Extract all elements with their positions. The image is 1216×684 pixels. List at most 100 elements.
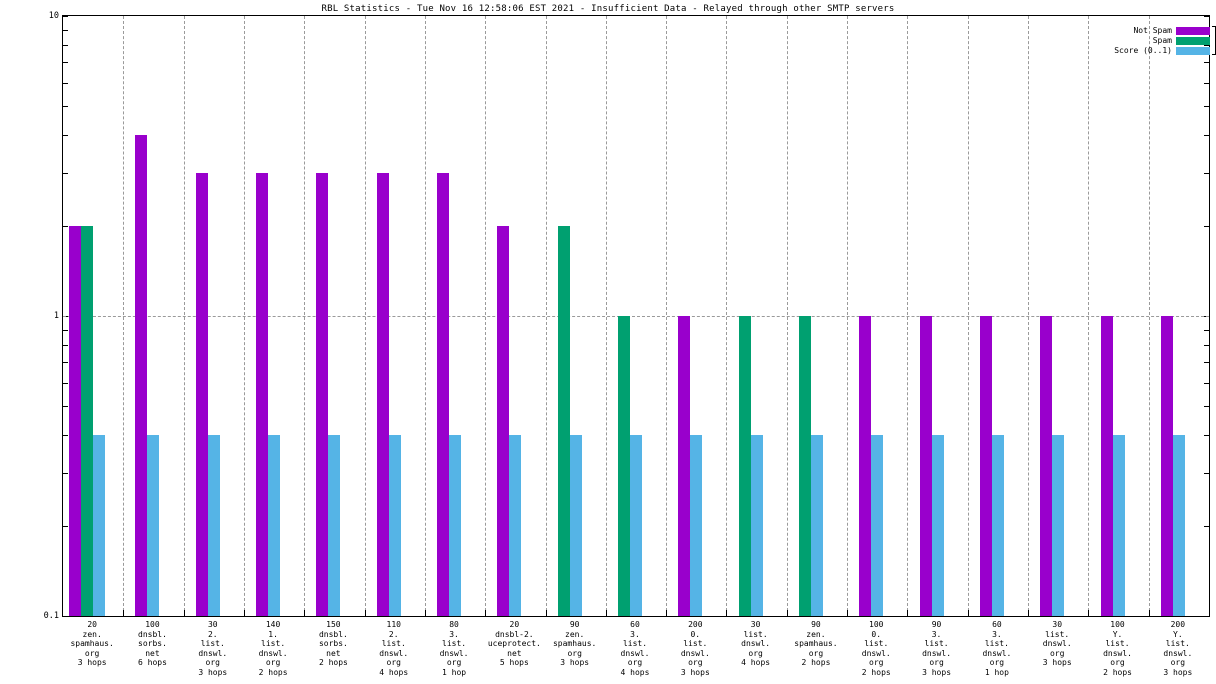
x-axis-label: 100 0. list. dnswl. org 2 hops <box>846 620 906 678</box>
x-axis-label-line: 6 hops <box>138 658 167 668</box>
x-axis-label-line: uceprotect. <box>487 639 541 649</box>
x-axis-label-line: dnsbl. <box>138 629 167 639</box>
gridline-x <box>907 16 909 616</box>
legend-item[interactable]: Spam <box>1153 36 1210 45</box>
y-tick <box>63 329 68 331</box>
x-axis-label-line: list. <box>683 639 708 649</box>
x-axis-label-line: list. <box>261 639 286 649</box>
y-tick <box>63 616 71 617</box>
x-axis-label-line: 100 <box>1110 620 1125 629</box>
x-axis-label: 200 Y. list. dnswl. org 3 hops <box>1148 620 1208 678</box>
x-axis-label-line: list. <box>622 639 648 649</box>
bar-notspam <box>195 172 208 616</box>
x-axis-label-line: 80 <box>449 620 459 629</box>
y-tick-right <box>1204 172 1209 174</box>
x-axis-label-line: dnswl. <box>1103 648 1132 658</box>
bar-group <box>184 16 244 616</box>
x-axis-label-line: 100 <box>145 620 160 629</box>
x-axis-labels: 20 zen. spamhaus. org 3 hops 100 dnsbl. sorbs. n… <box>62 620 1210 684</box>
x-axis-label-line: 30 <box>750 620 761 629</box>
x-axis-label-line: 30 <box>207 620 218 629</box>
x-axis-label-line: org <box>386 658 401 668</box>
x-axis-label-line: list. <box>743 629 768 639</box>
x-axis-label-line: 3. <box>449 629 459 639</box>
x-axis-label-line: 2 hops <box>861 667 891 677</box>
bar-group <box>244 16 304 616</box>
x-axis-label-line: 1 hop <box>442 667 467 677</box>
x-axis-label-line: 100 <box>869 620 884 629</box>
x-axis-label-line: 3 hops <box>680 667 710 677</box>
x-axis-label-line: list. <box>984 639 1009 649</box>
x-axis-label-line: org <box>869 658 884 668</box>
x-axis-label-line: list. <box>1045 629 1070 639</box>
x-axis-label-line: 3 hops <box>1042 658 1072 668</box>
bar-notspam <box>859 316 872 616</box>
bar-group <box>63 16 123 616</box>
x-axis-label-line: 3. <box>630 629 640 639</box>
x-axis-label-line: org <box>989 658 1005 668</box>
y-tick <box>63 435 68 437</box>
x-axis-label: 80 3. list. dnswl. org 1 hop <box>424 620 484 678</box>
x-axis-label-line: dnswl. <box>741 639 771 649</box>
bar-score <box>1112 435 1125 616</box>
bar-notspam <box>316 172 329 616</box>
bar-group <box>1028 16 1088 616</box>
gridline-x <box>364 16 366 616</box>
y-tick-right <box>1204 406 1209 408</box>
bar-spam <box>557 225 570 616</box>
x-tick <box>1148 610 1150 616</box>
gridline-x <box>967 16 969 616</box>
x-axis-label-line: dnswl. <box>439 648 469 658</box>
x-axis-label: 90 zen. spamhaus. org 2 hops <box>786 620 846 668</box>
x-axis-label-line: list. <box>442 639 467 649</box>
bar-group <box>847 16 907 616</box>
bar-group <box>1088 16 1148 616</box>
x-axis-label-line: 2 hops <box>1103 667 1132 677</box>
bar-score <box>931 435 944 616</box>
y-tick-right <box>1204 62 1209 64</box>
y-tick <box>63 362 68 364</box>
x-axis-label-line: org <box>1170 658 1186 668</box>
y-tick-right <box>1204 525 1209 527</box>
x-tick <box>1028 610 1030 616</box>
legend-item-label: Not Spam <box>1133 26 1172 35</box>
gridline-x <box>1148 16 1150 616</box>
x-axis-label-line: dnswl. <box>620 648 650 658</box>
gridline-x <box>304 16 306 616</box>
bar-group <box>968 16 1028 616</box>
x-axis-label-line: zen. <box>565 629 585 639</box>
x-axis-label: 60 3. list. dnswl. org 1 hop <box>967 620 1027 678</box>
x-axis-label-line: 90 <box>811 620 821 629</box>
x-axis-label-line: 20 <box>509 620 520 629</box>
x-axis-label-line: 30 <box>1052 620 1063 629</box>
y-tick-right <box>1204 472 1209 474</box>
x-axis-label-line: 3 hops <box>922 667 952 677</box>
x-axis-label-line: 3. <box>931 629 942 639</box>
legend-item[interactable]: Not Spam <box>1133 26 1210 35</box>
x-axis-label: 60 3. list. dnswl. org 4 hops <box>605 620 665 678</box>
bar-score <box>449 435 462 616</box>
y-tick <box>63 172 68 174</box>
x-tick <box>243 610 245 616</box>
x-tick <box>907 610 909 616</box>
x-axis-label-line: 90 <box>931 620 942 629</box>
x-axis-label: 20 dnsbl-2. uceprotect. net 5 hops <box>484 620 544 668</box>
x-axis-label-line: 3. <box>992 629 1002 639</box>
y-tick-right <box>1204 362 1209 364</box>
bar-score <box>93 435 106 616</box>
bar-spam <box>798 316 811 616</box>
y-tick <box>63 225 68 227</box>
x-axis-label-line: 200 <box>688 620 703 629</box>
x-tick <box>545 610 547 616</box>
bar-notspam <box>1040 316 1053 616</box>
x-axis-label-line: dnswl. <box>1042 639 1072 649</box>
bar-score <box>328 435 341 616</box>
bar-notspam <box>437 172 450 616</box>
y-tick-right <box>1201 616 1209 617</box>
x-axis-label-line: 110 <box>386 620 401 629</box>
x-axis-label-line: 4 hops <box>379 667 409 677</box>
gridline-x <box>243 16 245 616</box>
x-axis-label-line: 2. <box>207 629 218 639</box>
legend-item[interactable]: Score (0..1) <box>1114 46 1210 55</box>
x-axis-label-line: dnswl. <box>198 648 228 658</box>
